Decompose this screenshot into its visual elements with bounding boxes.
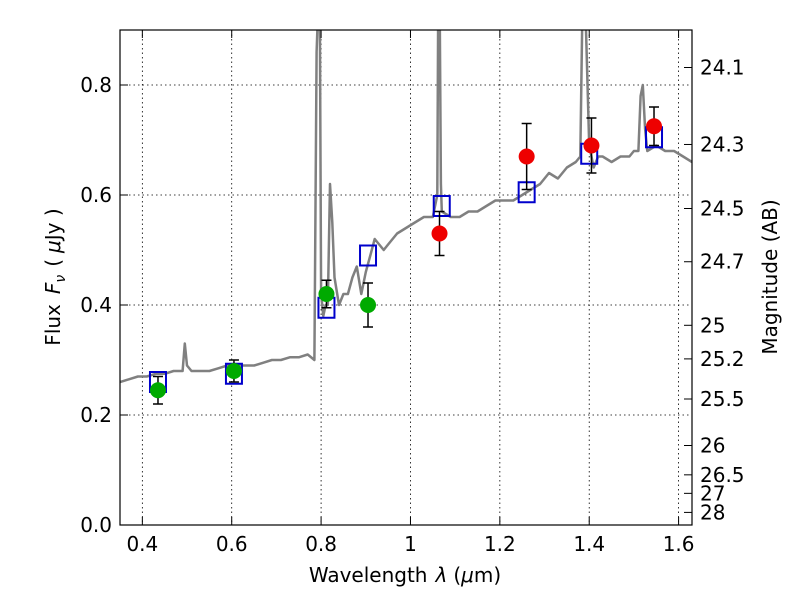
x-axis-label-symbol: λ bbox=[434, 563, 447, 587]
y-axis-label-subscript: ν bbox=[53, 275, 69, 283]
x-tick-label: 0.8 bbox=[305, 532, 337, 556]
observed-red-point bbox=[431, 225, 448, 242]
x-tick-label: 1.6 bbox=[663, 532, 695, 556]
x-tick-label: 1 bbox=[404, 532, 417, 556]
y-axis-label-unit-open: ( bbox=[41, 259, 65, 267]
x-axis-label-unit-mu: μ bbox=[460, 563, 474, 587]
y-tick-label: 0.4 bbox=[80, 293, 112, 317]
y-tick-label: 0.2 bbox=[80, 403, 112, 427]
y2-tick-label: 25.2 bbox=[700, 347, 745, 371]
y-axis-label-unit-rest: Jy ) bbox=[41, 208, 65, 242]
observed-red-point bbox=[583, 137, 600, 154]
model-point bbox=[432, 195, 451, 217]
x-axis-label-unit-open: ( bbox=[453, 563, 461, 587]
x-axis-label-text: Wavelength bbox=[309, 563, 428, 587]
y2-tick-label: 28 bbox=[700, 500, 725, 524]
plot-frame bbox=[119, 29, 693, 526]
model-point bbox=[359, 244, 378, 267]
y-tick-label: 0.6 bbox=[80, 183, 112, 207]
observed-green-point bbox=[360, 297, 377, 313]
y-axis-label-text: Flux bbox=[41, 304, 65, 346]
y-tick-label: 0.8 bbox=[80, 73, 112, 97]
x-tick-label: 1.2 bbox=[484, 532, 516, 556]
observed-green-point bbox=[225, 363, 242, 379]
observed-green-point bbox=[149, 382, 166, 399]
x-axis-label: Wavelength λ (μm) bbox=[309, 563, 501, 587]
y2-axis-label: Magnitude (AB) bbox=[758, 199, 782, 354]
observed-green-point bbox=[318, 286, 335, 302]
x-tick-label: 0.4 bbox=[126, 532, 158, 556]
y2-tick-label: 24.7 bbox=[700, 250, 745, 274]
y2-tick-label: 25 bbox=[700, 313, 725, 337]
y-tick-label: 0.0 bbox=[80, 513, 112, 537]
y2-tick-label: 26.5 bbox=[700, 463, 745, 487]
x-tick-label: 1.4 bbox=[573, 532, 605, 556]
x-tick-label: 0.6 bbox=[216, 532, 248, 556]
y2-tick-label: 27 bbox=[700, 481, 725, 505]
observed-red-point bbox=[518, 148, 535, 165]
y2-tick-label: 24.5 bbox=[700, 196, 745, 220]
y2-tick-label: 24.1 bbox=[700, 56, 745, 80]
y-axis-label: Flux Fν ( μJy ) bbox=[41, 208, 69, 345]
y-axis-label-symbol: F bbox=[41, 282, 65, 294]
y2-tick-label: 26 bbox=[700, 433, 725, 457]
y2-tick-label: 24.3 bbox=[700, 132, 745, 156]
y-axis-label-unit-mu: μ bbox=[41, 240, 65, 254]
axes: 0.4 0.6 0.8 1 1.2 1.4 1.6 0.0 0.2 0.4 0.6 0.8 24.1 24… bbox=[80, 29, 745, 556]
x-axis-label-unit-rest: m) bbox=[474, 563, 501, 587]
y2-tick-label: 25.5 bbox=[700, 387, 745, 411]
observed-red-point bbox=[646, 118, 663, 135]
plot-area bbox=[120, 30, 692, 405]
